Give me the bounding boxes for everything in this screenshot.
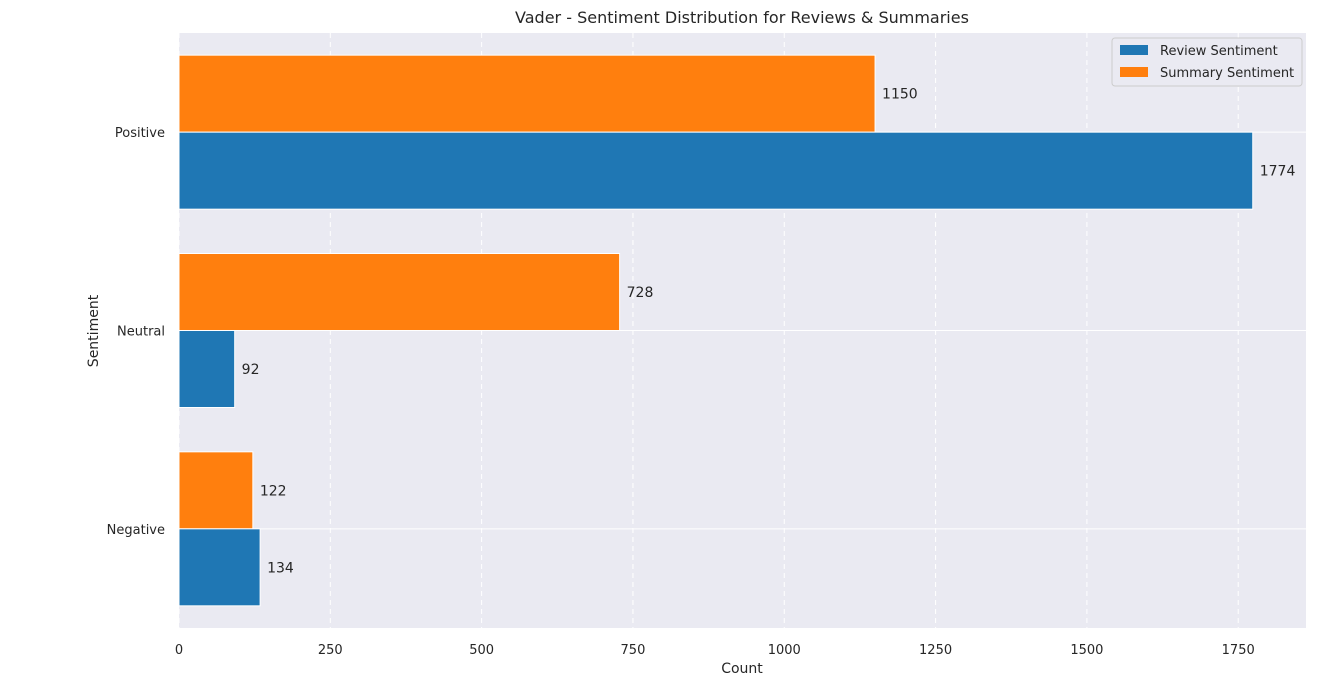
bar: [178, 528, 261, 607]
bar-value-label: 134: [267, 560, 294, 576]
axes: 0 250 500 750 1000 1250 1500 1750 Positive Neutra…: [107, 126, 1255, 658]
legend: Review Sentiment Summary Sentiment: [1111, 37, 1303, 87]
x-tick-label: 500: [469, 643, 494, 658]
legend-swatch-review: [1120, 45, 1148, 55]
x-axis-label: Count: [721, 661, 763, 677]
x-tick-label: 250: [318, 643, 343, 658]
legend-label-summary: Summary Sentiment: [1160, 66, 1294, 81]
bar-value-label: 1150: [882, 87, 918, 103]
x-tick-label: 1500: [1070, 643, 1103, 658]
bar: [178, 330, 236, 408]
bar-value-label: 1774: [1260, 164, 1296, 180]
x-tick-label: 1250: [919, 643, 952, 658]
x-tick-label: 0: [175, 643, 183, 658]
x-tick-label: 1000: [768, 643, 801, 658]
data-labels: 1150 1774 728 92 122 134: [242, 87, 1296, 577]
bar: [178, 253, 621, 331]
x-tick-label: 1750: [1222, 643, 1255, 658]
chart-title: Vader - Sentiment Distribution for Revie…: [515, 8, 969, 27]
legend-label-review: Review Sentiment: [1160, 44, 1278, 59]
bar: [178, 54, 876, 133]
legend-box: [1111, 37, 1303, 87]
bars: [178, 54, 1254, 607]
y-tick-label: Negative: [107, 523, 165, 538]
y-tick-label: Neutral: [117, 325, 165, 340]
bar: [178, 451, 254, 530]
y-tick-label: Positive: [115, 126, 165, 141]
bar-value-label: 122: [260, 483, 287, 499]
bar: [178, 131, 1254, 210]
bar-value-label: 92: [242, 362, 260, 378]
y-axis-label: Sentiment: [86, 294, 102, 367]
legend-swatch-summary: [1120, 67, 1148, 77]
x-tick-label: 750: [621, 643, 646, 658]
bar-value-label: 728: [627, 285, 654, 301]
